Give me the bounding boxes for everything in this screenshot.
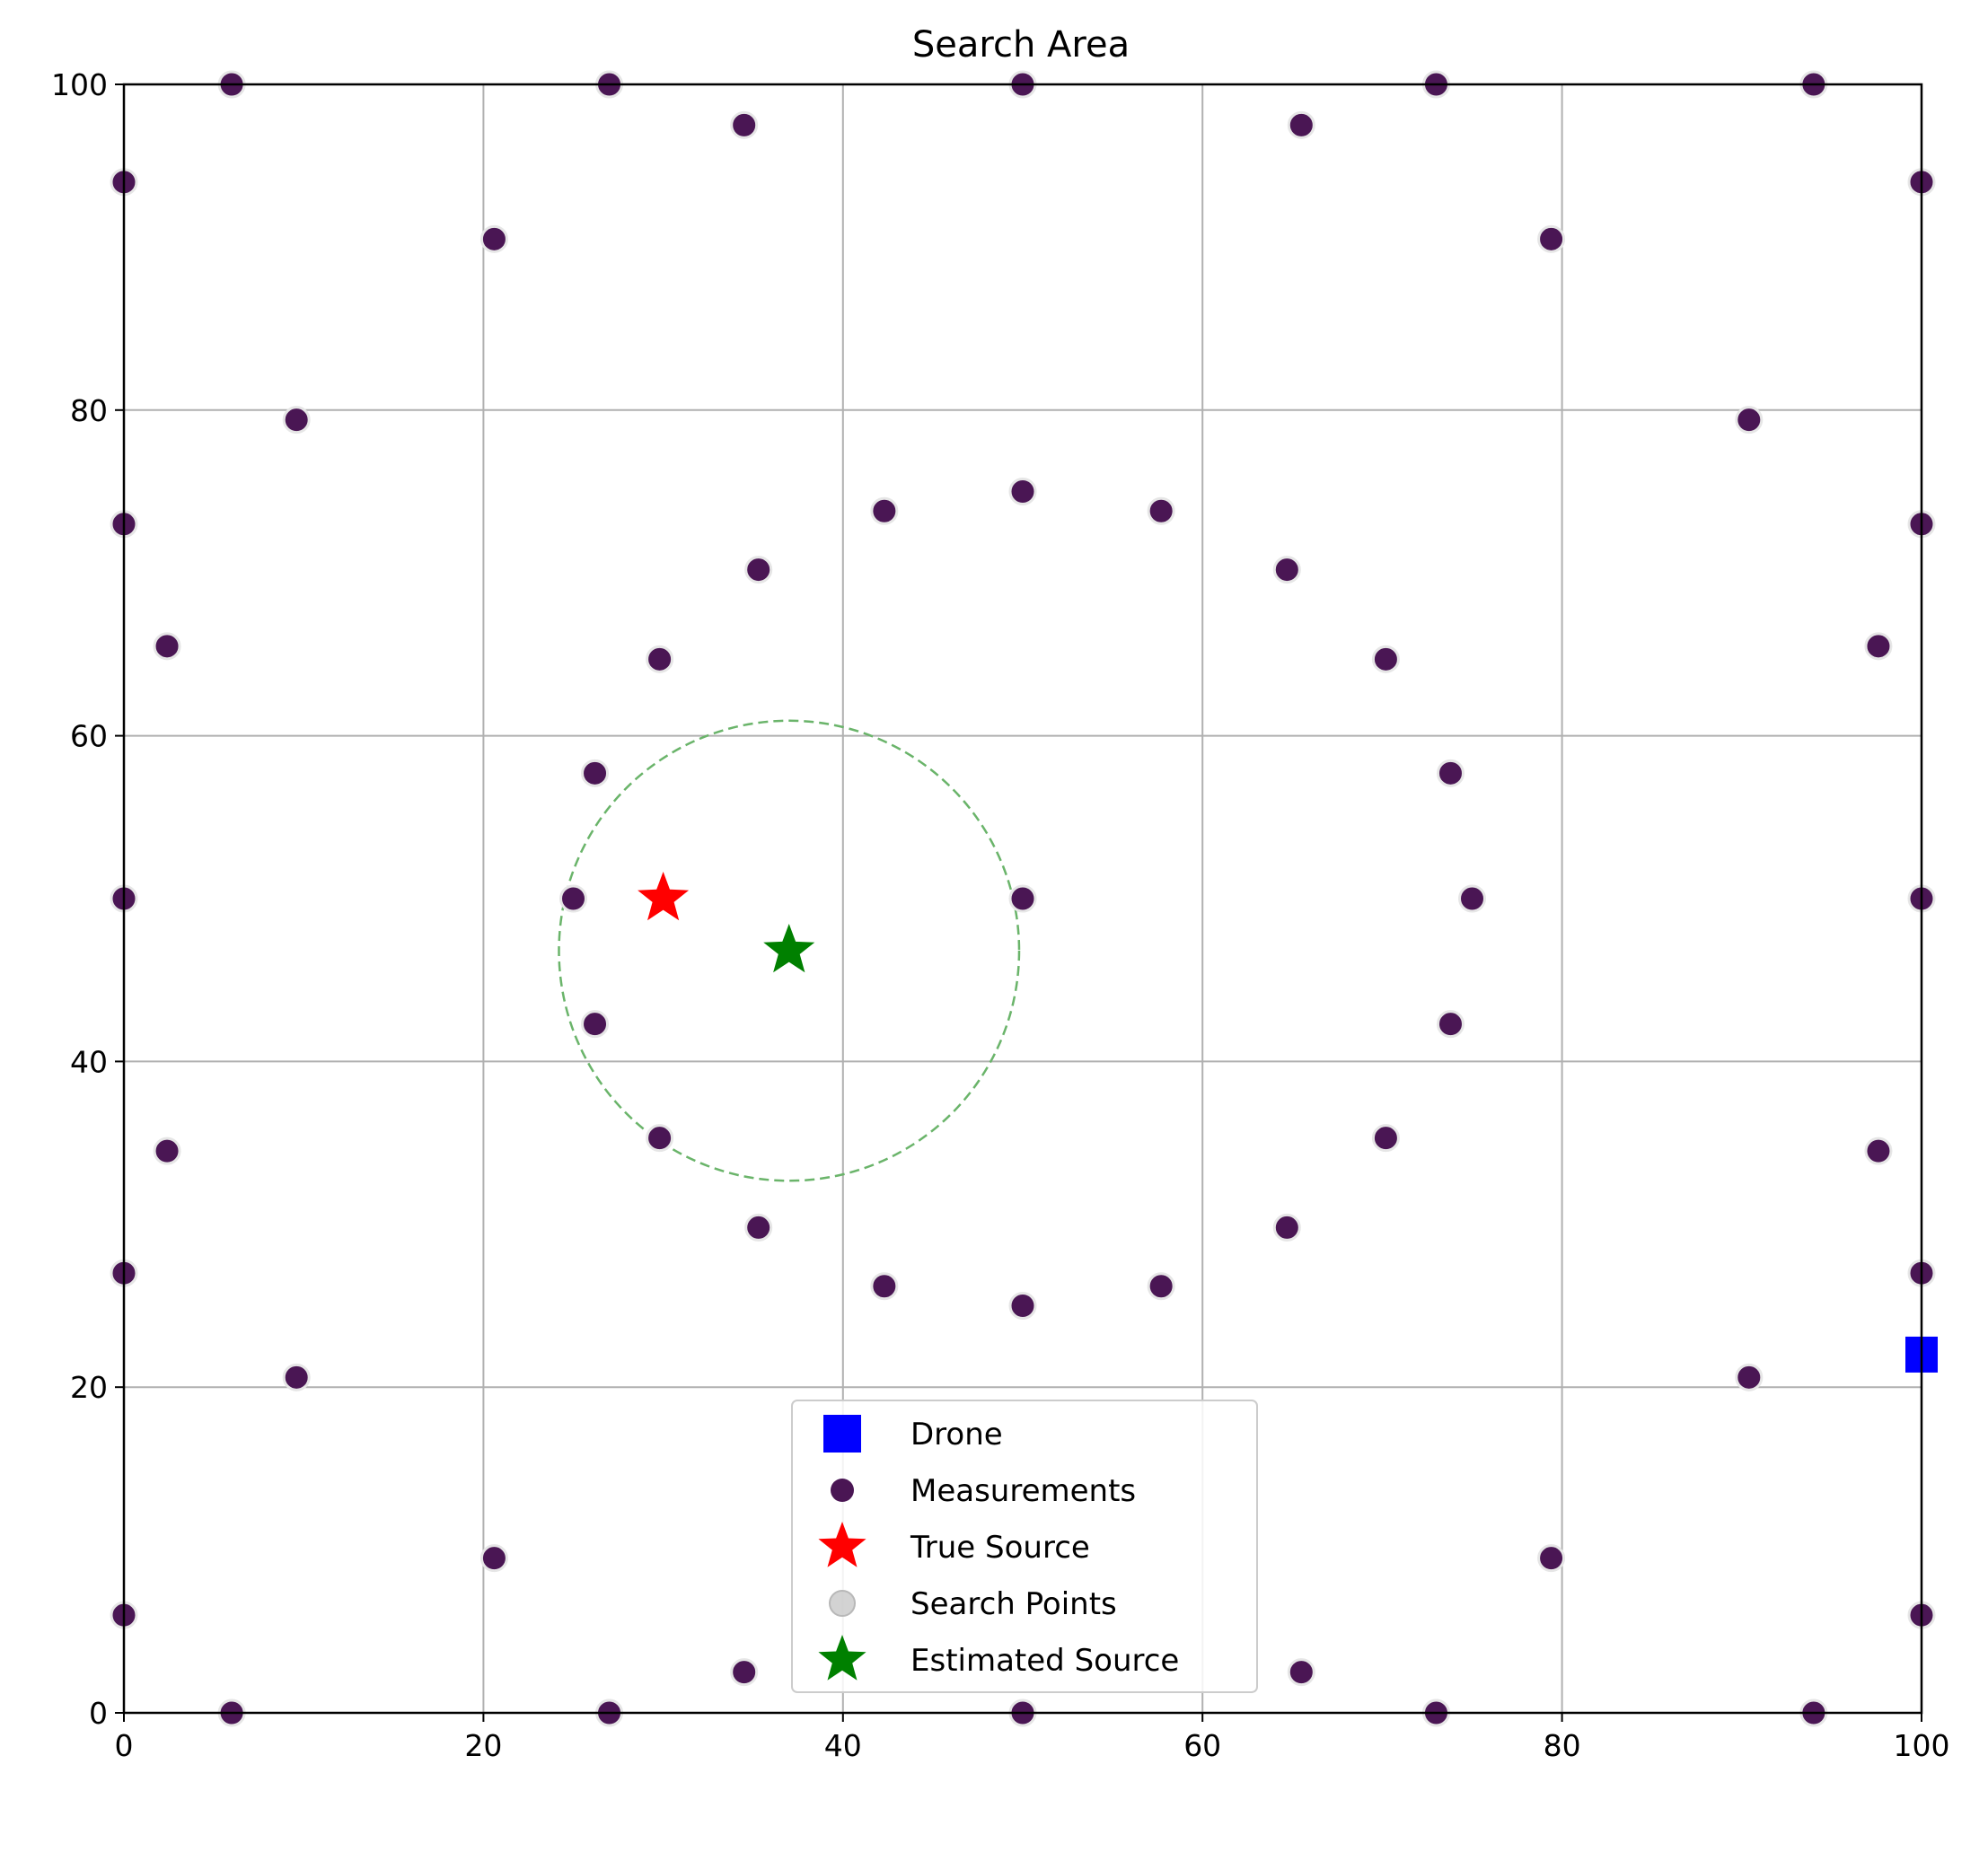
legend-label: Measurements [910,1473,1136,1509]
measurement-point [744,1213,773,1242]
measurement-point [1008,1292,1037,1320]
legend-estimated-source-swatch [818,1635,866,1681]
legend-measurement-swatch [831,1479,854,1502]
legend-label: True Source [910,1530,1090,1566]
chart-title: Search Area [912,24,1130,66]
measurement-point [153,1137,181,1165]
measurement-point [1147,1272,1175,1301]
measurement-point [581,1010,610,1039]
y-tick-label: 40 [70,1044,108,1079]
uncertainty-circle [558,719,1021,1182]
y-tick-label: 100 [51,67,108,102]
grid-lines [123,83,1922,1714]
measurement-point [646,1124,674,1153]
measurement-point [1436,759,1465,787]
legend-drone-swatch [823,1415,861,1453]
legend-label: Drone [910,1417,1003,1453]
measurement-point [282,1363,311,1391]
legend-box [791,1400,1258,1693]
x-tick-label: 20 [464,1728,502,1763]
measurement-point [1458,884,1486,913]
measurement-point [153,632,181,661]
measurement-point [744,556,773,584]
measurement-point [1287,110,1315,139]
measurement-point [1272,556,1301,584]
y-tick-label: 20 [70,1370,108,1405]
measurement-point [1537,224,1566,253]
legend: Drone Measurements True Source Search Point… [791,1400,1258,1693]
measurement-point [1537,1544,1566,1573]
legend-search-points-swatch [829,1590,856,1617]
estimated-source-star [763,924,815,973]
measurement-point [1371,645,1400,673]
axis-ticks: 0 20 40 60 80 100 0 20 40 60 80 100 [51,67,1950,1763]
plot-frame [122,83,1923,1715]
y-tick-label: 80 [70,393,108,428]
x-tick-label: 40 [824,1728,862,1763]
measurement-point [730,1658,759,1687]
measurement-point [282,406,311,434]
measurement-point [1864,1137,1893,1165]
measurement-point [1864,632,1893,661]
measurement-point [646,645,674,673]
measurement-point [1436,1010,1465,1039]
x-tick-label: 60 [1183,1728,1221,1763]
measurement-point [1008,478,1037,505]
measurement-point [1272,1213,1301,1242]
measurement-point [870,1272,899,1301]
measurement-point [1008,884,1037,913]
y-tick-label: 60 [70,719,108,754]
measurement-point [479,1544,508,1573]
x-tick-label: 80 [1544,1728,1581,1763]
y-tick-label: 0 [89,1696,108,1731]
legend-label: Estimated Source [910,1643,1179,1679]
legend-label: Search Points [910,1586,1117,1622]
measurement-point [1287,1658,1315,1687]
measurement-point [870,496,899,525]
uncertainty-region [558,719,1021,1182]
x-tick-label: 0 [115,1728,134,1763]
plot-points [110,70,1938,1727]
measurement-point [1147,496,1175,525]
measurement-point [730,110,759,139]
measurement-point [1371,1124,1400,1153]
true-source-star [638,872,690,921]
measurement-point [581,759,610,787]
legend-true-source-swatch [818,1522,866,1567]
measurement-point [1735,406,1764,434]
measurement-point [479,224,508,253]
x-tick-label: 100 [1894,1728,1950,1763]
measurement-point [559,884,587,913]
measurement-point [1735,1363,1764,1391]
